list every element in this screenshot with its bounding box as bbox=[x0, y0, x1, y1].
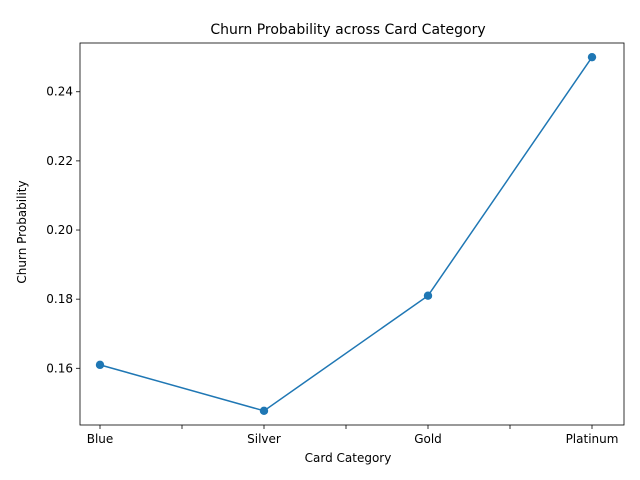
series-line bbox=[99, 56, 593, 412]
x-tick-label: Blue bbox=[87, 432, 114, 446]
data-point bbox=[95, 360, 105, 370]
x-axis-label: Card Category bbox=[305, 451, 392, 465]
y-axis-label: Churn Probability bbox=[15, 180, 29, 283]
axes-frame bbox=[79, 42, 625, 426]
plot-area: Blue Silver Gold Platinum 0.16 0.18 0.20 0.22 0.… bbox=[46, 42, 625, 446]
x-tick-label: Silver bbox=[247, 432, 281, 446]
data-point bbox=[423, 291, 433, 300]
y-tick-label: 0.24 bbox=[46, 85, 73, 99]
data-point bbox=[259, 406, 269, 416]
y-tick-label: 0.22 bbox=[46, 154, 73, 168]
data-point bbox=[587, 52, 597, 62]
x-tick-label: Platinum bbox=[566, 432, 619, 446]
chart-title: Churn Probability across Card Category bbox=[210, 22, 485, 38]
y-tick-label: 0.18 bbox=[46, 292, 73, 306]
y-tick-label: 0.20 bbox=[46, 223, 73, 237]
x-tick-label: Gold bbox=[414, 432, 442, 446]
y-tick-label: 0.16 bbox=[46, 361, 73, 375]
